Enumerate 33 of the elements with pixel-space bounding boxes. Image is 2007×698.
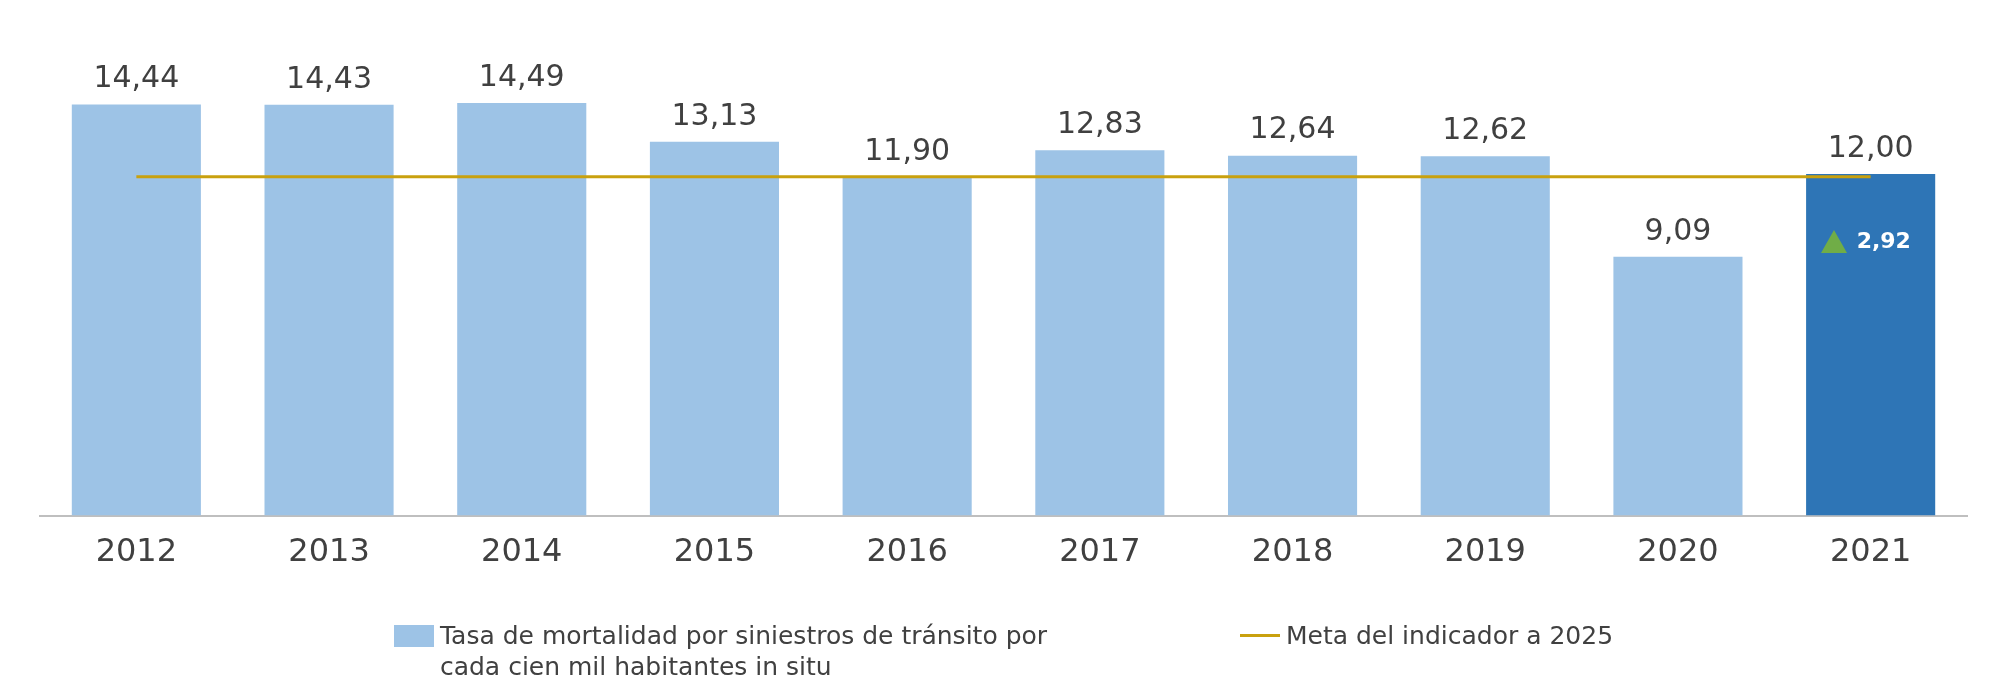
x-tick-label: 2013 [288, 531, 370, 570]
legend-label: Tasa de mortalidad por siniestros de tránsito por cada cien mil habitantes in situ [439, 620, 1049, 682]
x-tick-label: 2017 [1059, 531, 1141, 570]
legend-label: Meta del indicador a 2025 [1285, 620, 1614, 651]
data-label: 14,49 [478, 57, 565, 93]
data-label: 9,09 [1644, 211, 1712, 247]
x-tick-label: 2014 [481, 531, 563, 570]
annotation: 2,92 [1856, 227, 1911, 253]
data-label: 13,13 [671, 96, 758, 132]
x-tick-label: 2021 [1829, 531, 1912, 570]
bar [1035, 150, 1165, 516]
data-label: 12,00 [1827, 128, 1914, 164]
bar [264, 104, 394, 516]
bar [457, 103, 587, 516]
x-tick-label: 2016 [866, 531, 948, 570]
bar [1613, 256, 1743, 516]
x-tick-label: 2018 [1251, 531, 1334, 570]
bar [1420, 156, 1550, 516]
bar [71, 104, 201, 516]
data-label: 12,83 [1056, 105, 1143, 141]
x-tick-label: 2015 [673, 531, 756, 570]
bar [1806, 173, 1936, 516]
bar [649, 141, 779, 516]
bar [1227, 155, 1358, 516]
x-tick-label: 2012 [95, 531, 178, 570]
x-tick-label: 2020 [1637, 531, 1719, 570]
bar [842, 176, 972, 516]
data-label: 14,43 [286, 59, 372, 95]
x-tick-label: 2019 [1444, 531, 1526, 570]
data-label: 12,62 [1442, 111, 1529, 147]
data-label: 14,44 [93, 59, 180, 95]
data-label: 12,64 [1249, 110, 1336, 146]
data-label: 11,90 [864, 131, 951, 167]
